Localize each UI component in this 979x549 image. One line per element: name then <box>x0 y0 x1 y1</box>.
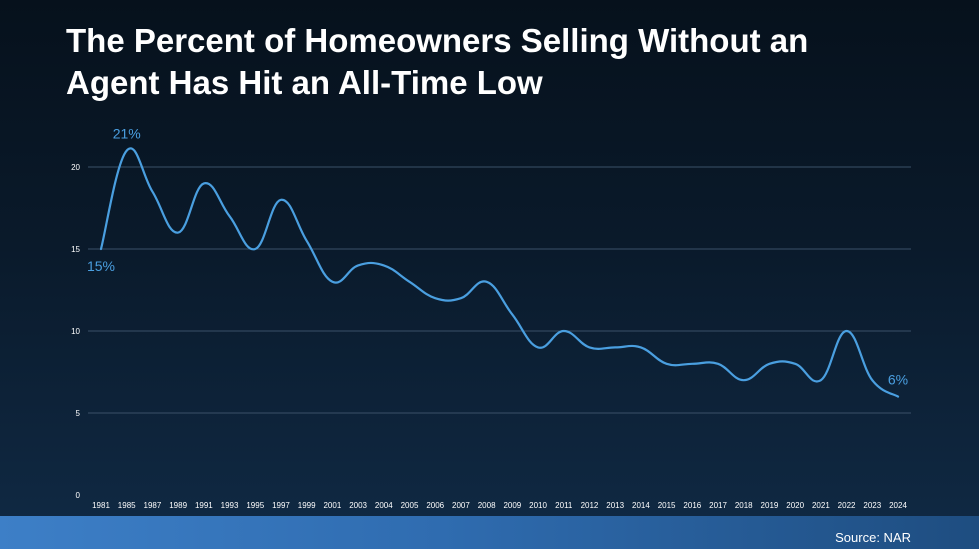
y-tick-label: 20 <box>71 163 80 172</box>
y-tick-label: 0 <box>76 491 81 500</box>
x-tick-label: 2021 <box>812 501 830 510</box>
x-axis-ticks: 1981 1985 1987 1989 1991 1993 1995 1997 1999 2001… <box>92 501 907 510</box>
x-tick-label: 2008 <box>478 501 496 510</box>
data-label-2024: 6% <box>888 372 908 388</box>
x-tick-label: 2010 <box>529 501 547 510</box>
x-tick-label: 2017 <box>709 501 727 510</box>
x-tick-label: 2009 <box>503 501 521 510</box>
x-tick-label: 1989 <box>169 501 187 510</box>
y-tick-label: 5 <box>76 409 81 418</box>
chart-title: The Percent of Homeowners Selling Withou… <box>66 20 946 104</box>
series-layer <box>99 147 900 398</box>
x-tick-label: 2011 <box>555 501 573 510</box>
x-tick-label: 1999 <box>298 501 316 510</box>
x-tick-label: 2022 <box>838 501 856 510</box>
x-tick-label: 2003 <box>349 501 367 510</box>
x-tick-label: 2007 <box>452 501 470 510</box>
x-tick-label: 2023 <box>863 501 881 510</box>
x-tick-label: 1993 <box>221 501 239 510</box>
chart-title-line-2: Agent Has Hit an All-Time Low <box>66 64 543 101</box>
y-axis-ticks: 0 5 10 15 20 <box>71 163 80 500</box>
x-tick-label: 1991 <box>195 501 213 510</box>
x-tick-label: 1981 <box>92 501 110 510</box>
x-tick-label: 2020 <box>786 501 804 510</box>
x-tick-label: 2019 <box>761 501 779 510</box>
x-tick-label: 1995 <box>246 501 264 510</box>
y-tick-label: 10 <box>71 327 80 336</box>
source-label: Source: NAR <box>835 530 911 545</box>
x-tick-label: 2014 <box>632 501 650 510</box>
series-line <box>99 147 900 398</box>
gridlines <box>88 166 911 414</box>
x-tick-label: 2024 <box>889 501 907 510</box>
x-tick-label: 2015 <box>658 501 676 510</box>
x-tick-label: 2001 <box>323 501 341 510</box>
x-tick-label: 2004 <box>375 501 393 510</box>
data-label-1981: 15% <box>87 258 115 274</box>
chart-title-line-1: The Percent of Homeowners Selling Withou… <box>66 22 809 59</box>
x-tick-label: 2012 <box>581 501 599 510</box>
data-label-1985: 21% <box>113 126 141 142</box>
y-tick-label: 15 <box>71 245 80 254</box>
x-tick-label: 2013 <box>606 501 624 510</box>
x-tick-label: 2006 <box>426 501 444 510</box>
footer-band: Source: NAR <box>0 516 979 549</box>
x-tick-label: 2018 <box>735 501 753 510</box>
x-tick-label: 2005 <box>401 501 419 510</box>
x-tick-label: 2016 <box>683 501 701 510</box>
x-tick-label: 1985 <box>118 501 136 510</box>
data-labels: 15% 21% 6% <box>87 126 908 388</box>
x-tick-label: 1997 <box>272 501 290 510</box>
x-tick-label: 1987 <box>144 501 162 510</box>
